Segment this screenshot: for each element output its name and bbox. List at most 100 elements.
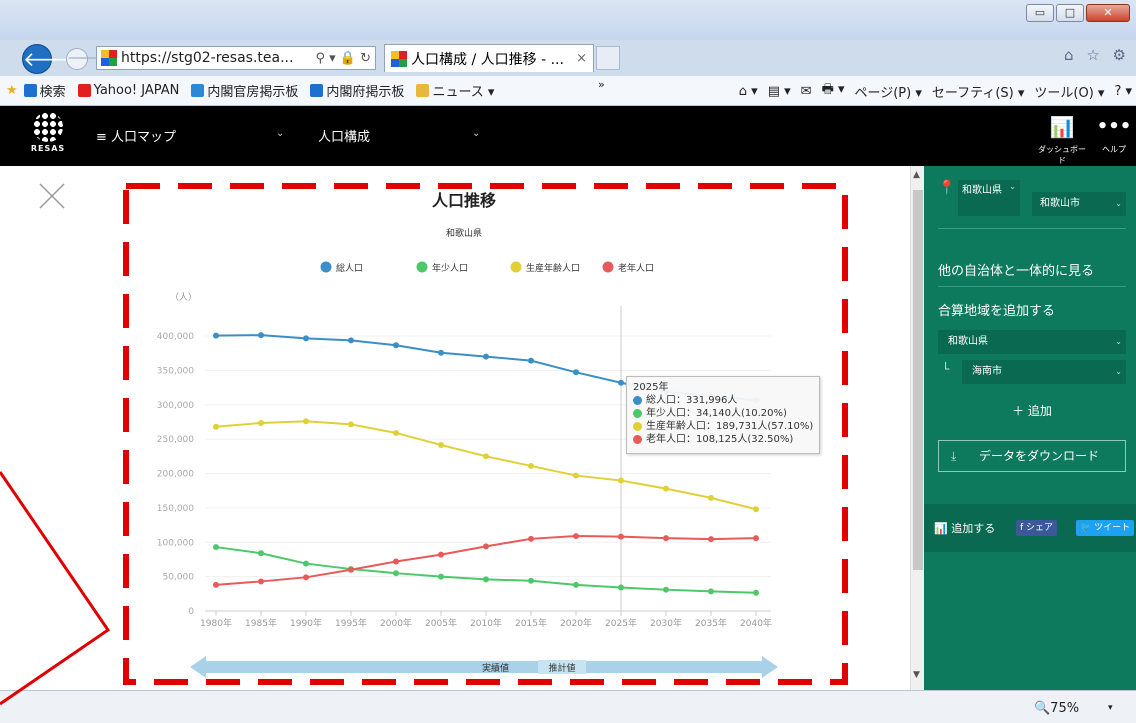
- x-tick-label-11: 2035年: [695, 617, 727, 629]
- data-point-2-4: [393, 429, 399, 436]
- data-point-0-4: [393, 342, 399, 349]
- data-point-3-7: [528, 535, 534, 542]
- add-region-button[interactable]: ＋ 追加: [1012, 404, 1052, 418]
- legend-marker-1: [416, 261, 428, 273]
- data-point-2-1: [258, 419, 264, 426]
- close-chart-icon[interactable]: [38, 182, 66, 210]
- home-menu-button[interactable]: ⌂ ▾: [738, 83, 758, 99]
- facebook-share-button[interactable]: f シェア: [1016, 520, 1058, 536]
- safety-menu[interactable]: セーフティ(S) ▾: [931, 85, 1025, 101]
- data-point-2-9: [618, 477, 624, 484]
- minimize-button[interactable]: ▭: [1026, 4, 1054, 22]
- data-point-2-12: [753, 506, 759, 513]
- scrollbar-thumb[interactable]: [913, 190, 923, 570]
- data-point-1-5: [438, 573, 444, 580]
- favorites-star-icon[interactable]: ★: [6, 83, 18, 98]
- dashboard-button[interactable]: 📊 ダッシュボード: [1038, 116, 1086, 166]
- data-point-0-2: [303, 335, 309, 342]
- new-tab-button[interactable]: [596, 46, 620, 70]
- data-point-3-5: [438, 551, 444, 558]
- scroll-down-icon[interactable]: ▼: [913, 670, 920, 680]
- data-point-2-8: [573, 472, 579, 479]
- zoom-level[interactable]: 🔍75%: [1034, 701, 1080, 716]
- data-point-3-1: [258, 578, 264, 585]
- main-menu-button[interactable]: ≡ 人口マップ: [96, 126, 176, 145]
- favorite-cabinet-secretariat[interactable]: 内閣官房掲示板: [191, 81, 298, 100]
- mail-button[interactable]: ✉: [800, 83, 812, 99]
- favorite-yahoo[interactable]: Yahoo! JAPAN: [77, 83, 179, 98]
- merge-prefecture-select[interactable]: 和歌山県 ⌄: [938, 330, 1126, 354]
- favorite-icon: [77, 84, 91, 97]
- legend-label-2: 生産年齢人口: [526, 262, 580, 274]
- more-icon: •••: [1096, 116, 1132, 137]
- print-button[interactable]: 🖶 ▾: [821, 82, 845, 97]
- data-point-2-2: [303, 418, 309, 425]
- page-menu[interactable]: ページ(P) ▾: [854, 85, 922, 101]
- tab-close-icon[interactable]: ×: [576, 51, 587, 66]
- favorite-news[interactable]: ニュース ▾: [416, 81, 494, 100]
- resas-logo[interactable]: RESAS: [24, 112, 72, 160]
- data-point-2-5: [438, 441, 444, 448]
- add-to-dashboard-button[interactable]: 📊 追加する: [934, 522, 996, 535]
- address-actions-icons[interactable]: ⚲ ▾ 🔒 ↻: [315, 50, 371, 66]
- x-tick-label-1: 1985年: [245, 617, 277, 629]
- maximize-button[interactable]: □: [1056, 4, 1084, 22]
- x-tick-label-9: 2025年: [605, 617, 637, 629]
- tab-population[interactable]: 人口構成 / 人口推移 - ... ×: [384, 44, 594, 72]
- tools-menu[interactable]: ツール(O) ▾: [1034, 85, 1105, 101]
- legend-label-3: 老年人口: [618, 262, 654, 274]
- menu-dropdown-icon[interactable]: ⌄: [276, 128, 285, 139]
- scroll-up-icon[interactable]: ▲: [913, 170, 920, 180]
- resas-logo-icon: [33, 112, 63, 142]
- x-tick-label-7: 2015年: [515, 617, 547, 629]
- city-select[interactable]: 和歌山市 ⌄: [1032, 192, 1126, 216]
- data-point-3-0: [213, 581, 219, 588]
- status-bar: 🔍75% ▾: [0, 690, 1136, 723]
- close-window-button[interactable]: ✕: [1086, 4, 1130, 22]
- legend-marker-3: [602, 261, 614, 273]
- merge-city-select[interactable]: 海南市 ⌄: [962, 360, 1126, 384]
- data-point-0-1: [258, 332, 264, 339]
- download-data-button[interactable]: ⤓ データをダウンロード: [938, 440, 1126, 472]
- submenu-dropdown-icon[interactable]: ⌄: [472, 128, 481, 139]
- forward-button[interactable]: 🡒: [66, 48, 102, 70]
- submenu-button[interactable]: 人口構成: [318, 130, 371, 145]
- brand-name: RESAS: [30, 144, 66, 153]
- chevron-down-icon: ⌄: [1115, 199, 1122, 208]
- tab-title: 人口構成 / 人口推移 - ...: [411, 51, 564, 68]
- favorites-overflow-icon[interactable]: »: [598, 78, 605, 91]
- favorite-search[interactable]: 検索: [23, 81, 66, 100]
- data-point-0-8: [573, 369, 579, 376]
- data-point-3-3: [348, 566, 354, 573]
- favorite-cabinet-office[interactable]: 内閣府掲示板: [310, 81, 404, 100]
- help-menu[interactable]: ? ▾: [1114, 83, 1132, 99]
- address-bar[interactable]: https://stg02-resas.tea... ⚲ ▾ 🔒 ↻: [96, 46, 376, 70]
- location-pin-icon: 📍: [938, 180, 956, 196]
- back-button[interactable]: 🡐: [22, 44, 77, 74]
- data-point-1-9: [618, 584, 624, 591]
- data-point-1-2: [303, 560, 309, 567]
- data-point-1-7: [528, 577, 534, 584]
- data-point-3-4: [393, 558, 399, 565]
- prefecture-select[interactable]: 和歌山県 ⌄: [958, 180, 1020, 216]
- dashboard-icon: 📊: [1049, 115, 1075, 139]
- home-favorites-settings-icons[interactable]: ⌂ ☆ ⚙: [1064, 46, 1130, 64]
- compare-link[interactable]: 他の自治体と一体的に見る: [938, 264, 1095, 279]
- favorite-icon: [310, 84, 324, 97]
- data-point-0-9: [618, 379, 624, 386]
- y-tick-label-5: 250,000: [157, 435, 194, 445]
- address-text: https://stg02-resas.tea...: [121, 50, 294, 66]
- chevron-down-icon: ⌄: [1115, 367, 1122, 376]
- feeds-button[interactable]: ▤ ▾: [767, 83, 791, 99]
- title-bar: ▭ □ ✕: [0, 0, 1136, 40]
- tooltip-row-total: 総人口：331,996人: [633, 394, 813, 407]
- legend-dot-icon: [633, 409, 642, 418]
- data-point-2-7: [528, 462, 534, 469]
- content-scrollbar[interactable]: ▲ ▼: [910, 166, 924, 690]
- zoom-dropdown-icon[interactable]: ▾: [1108, 703, 1113, 713]
- data-point-2-11: [708, 494, 714, 501]
- y-tick-label-1: 50,000: [163, 573, 195, 583]
- tooltip-row-young: 年少人口：34,140人(10.20%): [633, 407, 813, 420]
- tweet-button[interactable]: 🐦 ツイート: [1076, 520, 1135, 536]
- help-button[interactable]: ••• ヘルプ: [1096, 116, 1132, 155]
